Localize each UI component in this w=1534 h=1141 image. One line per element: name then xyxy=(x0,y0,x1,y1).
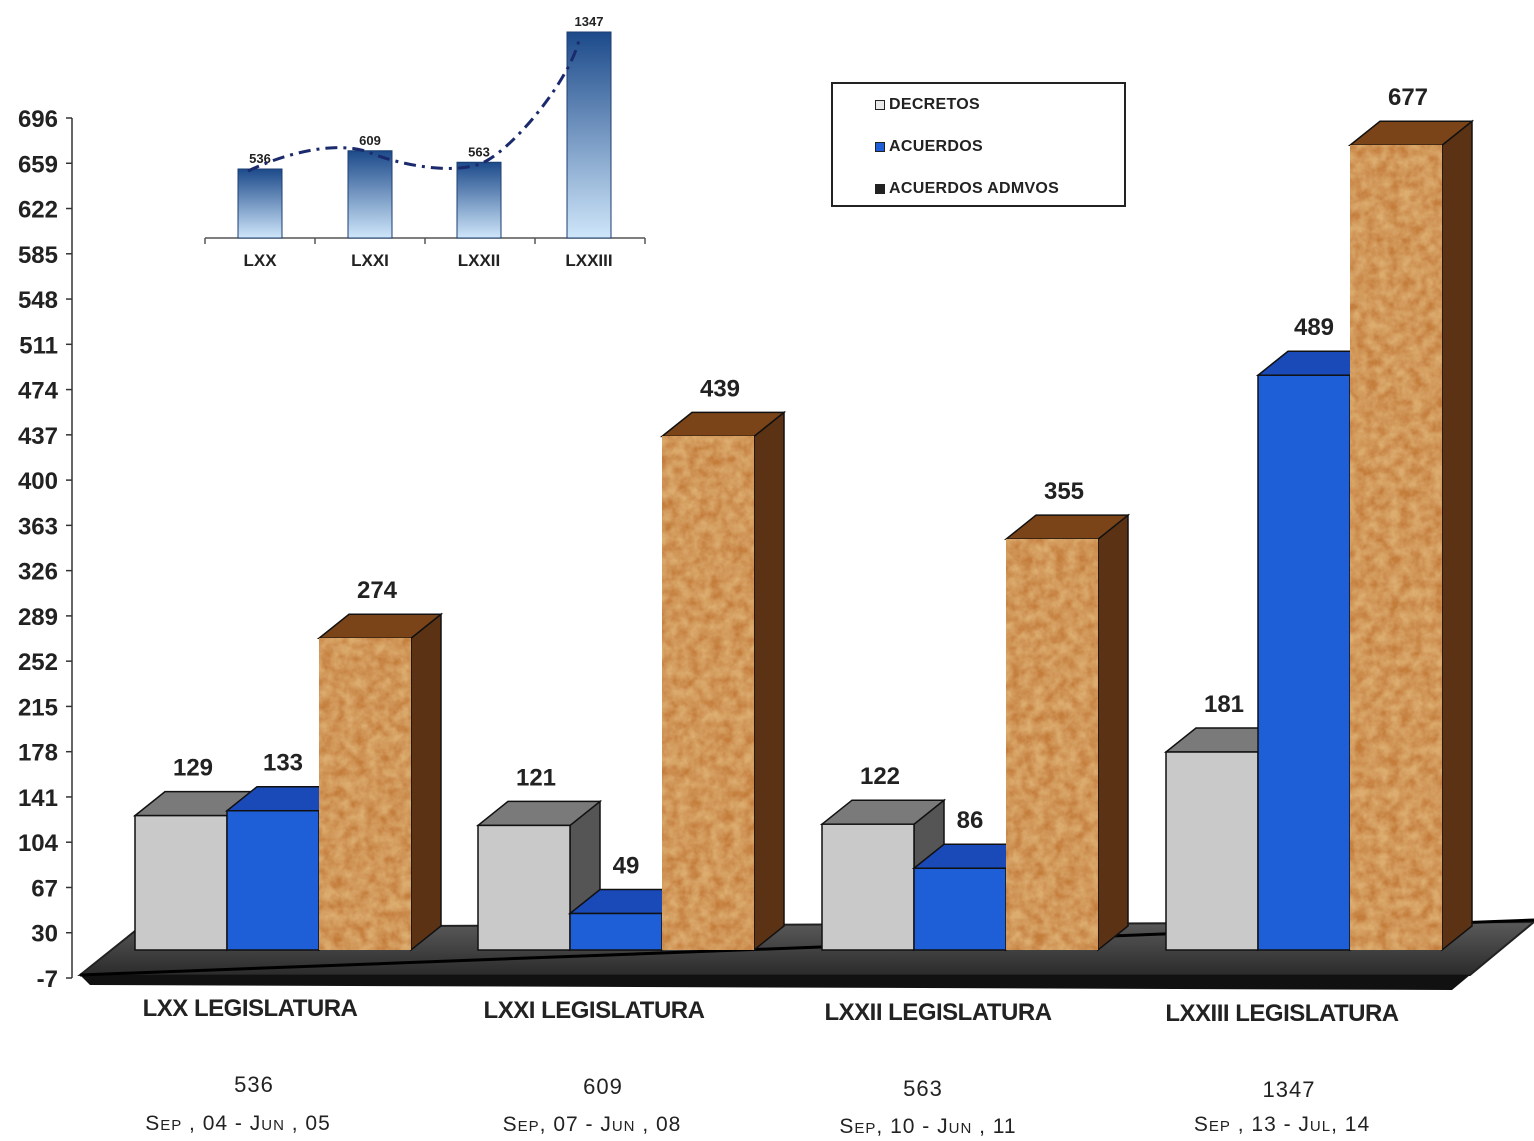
bar-value-label: 122 xyxy=(860,763,900,790)
category-period-lxxii: Sep, 10 - Jun , 11 xyxy=(839,1115,1017,1138)
inset-trendline xyxy=(247,39,581,173)
legend-swatch-acuerdos-admvos xyxy=(875,184,885,194)
inset-bar xyxy=(347,150,393,239)
inset-bar xyxy=(237,168,283,239)
legend-item-acuerdos-admvos: ACUERDOS ADMVOS xyxy=(875,180,1059,198)
floor-edge xyxy=(80,975,1470,990)
y-tick-label: 30 xyxy=(31,921,58,948)
y-tick-label: 326 xyxy=(18,559,58,586)
bar-front-face xyxy=(821,823,915,951)
bar-front-face xyxy=(1005,538,1099,951)
y-tick-label: 437 xyxy=(18,423,58,450)
bar-side-face xyxy=(1097,513,1129,952)
bar-front-face xyxy=(1257,374,1351,951)
y-axis: -7 30 67 104 141 178 215 252 289 326 363 400 437 474 5… xyxy=(18,106,73,993)
category-total-lxxi: 609 xyxy=(583,1074,623,1099)
y-tick-label: 696 xyxy=(18,106,58,133)
bar-front-face xyxy=(318,637,412,951)
legend-label-decretos: DECRETOS xyxy=(889,96,981,113)
category-total-lxxii: 563 xyxy=(903,1076,943,1101)
category-label-lxxiii: LXXIII LEGISLATURA xyxy=(1165,1000,1399,1027)
category-period-lxx: Sep , 04 - Jun , 05 xyxy=(145,1112,331,1135)
y-tick-label: 252 xyxy=(18,649,58,676)
bar-value-label: 86 xyxy=(957,807,984,834)
bar-side-face xyxy=(410,612,442,952)
bar-acuerdos-admvos: 355 xyxy=(1003,478,1131,952)
bar-value-label: 677 xyxy=(1388,84,1428,111)
y-tick-label: 511 xyxy=(19,332,58,359)
y-tick-label: 104 xyxy=(18,830,59,857)
bar-acuerdos-admvos: 274 xyxy=(316,577,444,952)
category-total-lxxiii: 1347 xyxy=(1262,1077,1316,1102)
bar-value-label: 181 xyxy=(1204,691,1244,718)
y-tick-label: 363 xyxy=(18,513,58,540)
legend-label-acuerdos-admvos: ACUERDOS ADMVOS xyxy=(889,180,1060,197)
category-label-lxxii: LXXII LEGISLATURA xyxy=(824,999,1052,1026)
bar-value-label: 49 xyxy=(613,852,640,879)
bar-value-label: 489 xyxy=(1294,314,1334,341)
category-period-lxxi: Sep, 07 - Jun , 08 xyxy=(502,1113,682,1136)
legend-label-acuerdos: ACUERDOS xyxy=(889,138,983,155)
bar-front-face xyxy=(1165,751,1259,951)
inset-category-label: LXXI xyxy=(351,251,389,270)
inset-bar xyxy=(566,31,612,239)
bar-front-face xyxy=(1349,144,1443,951)
legend-swatch-decretos xyxy=(875,100,885,110)
inset-bar-value-label: 609 xyxy=(359,133,381,148)
y-tick-label: 585 xyxy=(18,242,58,269)
bar-value-label: 274 xyxy=(357,577,398,604)
legend: DECRETOS ACUERDOS ACUERDOS ADMVOS xyxy=(831,82,1126,207)
bar-front-face xyxy=(226,809,320,951)
category-label-lxx: LXX LEGISLATURA xyxy=(142,995,358,1022)
y-tick-label: 178 xyxy=(18,740,58,767)
bar-side-face xyxy=(753,410,785,952)
bar-front-face xyxy=(134,814,228,951)
y-tick-label: 474 xyxy=(18,378,59,405)
bar-value-label: 355 xyxy=(1044,478,1084,505)
bar-decretos: 121 xyxy=(475,764,603,952)
bar-front-face xyxy=(569,912,663,951)
category-label-lxxi: LXXI LEGISLATURA xyxy=(483,997,705,1024)
inset-category-label: LXX xyxy=(243,251,277,270)
bar-value-label: 121 xyxy=(516,764,556,791)
bar-front-face xyxy=(913,867,1007,951)
bar-series-group: 129 121 122 181 133 49 86 489 274 439 355 677 xyxy=(132,84,1475,952)
y-tick-label: 400 xyxy=(18,468,58,495)
inset-bar-value-label: 1347 xyxy=(575,14,604,29)
inset-bar xyxy=(456,161,502,239)
y-tick-label: 67 xyxy=(31,875,58,902)
bar-value-label: 129 xyxy=(173,755,213,782)
inset-bar-value-label: 563 xyxy=(468,144,490,159)
y-tick-label: 659 xyxy=(18,151,58,178)
category-total-lxx: 536 xyxy=(234,1072,274,1097)
bar-front-face xyxy=(477,824,571,951)
y-tick-label: 622 xyxy=(18,197,58,224)
y-tick-label: 141 xyxy=(18,785,58,812)
y-tick-label: 289 xyxy=(18,604,58,631)
bar-value-label: 133 xyxy=(263,750,303,777)
category-period-lxxiii: Sep , 13 - Jul, 14 xyxy=(1193,1113,1371,1136)
bar-side-face xyxy=(1441,119,1473,952)
bar-front-face xyxy=(661,435,755,951)
bar-acuerdos-admvos: 677 xyxy=(1347,84,1475,952)
bar-acuerdos-admvos: 439 xyxy=(659,375,787,952)
legend-item-decretos: DECRETOS xyxy=(875,96,980,114)
inset-category-label: LXXIII xyxy=(565,251,612,270)
y-tick-label: -7 xyxy=(37,966,58,993)
bar-value-label: 439 xyxy=(700,375,740,402)
legend-swatch-acuerdos xyxy=(875,142,885,152)
inset-category-label: LXXII xyxy=(458,251,501,270)
legend-item-acuerdos: ACUERDOS xyxy=(875,138,983,156)
y-tick-label: 548 xyxy=(18,287,58,314)
y-tick-label: 215 xyxy=(18,694,58,721)
